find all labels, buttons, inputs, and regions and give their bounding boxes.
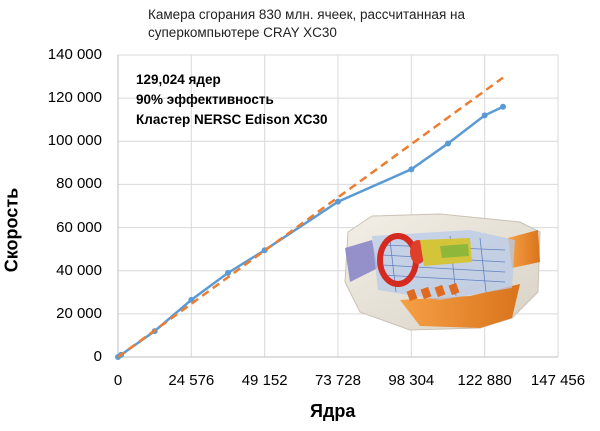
x-tick-label: 24 576: [168, 372, 215, 389]
x-tick-label: 98 304: [388, 372, 435, 389]
annotation-cluster: Кластер NERSC Edison XC30: [136, 112, 328, 127]
y-tick-label: 80 000: [56, 175, 102, 193]
y-tick-label: 40 000: [56, 261, 102, 279]
chart-title-line-1: Камера сгорания 830 млн. ячеек, рассчита…: [148, 7, 465, 22]
annotation-efficiency: 90% эффективность: [136, 92, 274, 107]
x-tick-label: 73 728: [315, 372, 361, 389]
y-tick-label: 100 000: [47, 132, 102, 150]
x-axis-label: Ядра: [310, 401, 356, 421]
x-tick-label: 122 880: [457, 372, 512, 389]
data-point: [408, 166, 415, 173]
data-point: [481, 112, 488, 119]
x-tick-label: 147 456: [530, 372, 586, 389]
y-tick-label: 20 000: [56, 304, 102, 322]
chart-title-line-2: суперкомпьютере CRAY XC30: [148, 25, 337, 40]
y-axis-label: Скорость: [1, 187, 22, 273]
data-point: [335, 198, 341, 205]
x-tick-label: 0: [113, 372, 123, 389]
data-point: [500, 103, 506, 110]
combustion-chamber-image: [344, 213, 541, 331]
y-tick-label: 140 000: [47, 46, 102, 63]
data-point: [225, 269, 231, 276]
y-tick-label: 0: [93, 348, 102, 365]
ideal-scaling-line: [117, 76, 504, 359]
y-tick-label: 60 000: [56, 218, 102, 236]
series-layer: [115, 76, 506, 360]
axes: [117, 55, 558, 358]
data-point: [445, 140, 451, 147]
y-tick-label: 120 000: [47, 89, 102, 107]
x-tick-label: 49 152: [241, 372, 288, 389]
annotation-cores: 129,024 ядер: [136, 72, 221, 87]
grid-lines: [118, 54, 559, 357]
